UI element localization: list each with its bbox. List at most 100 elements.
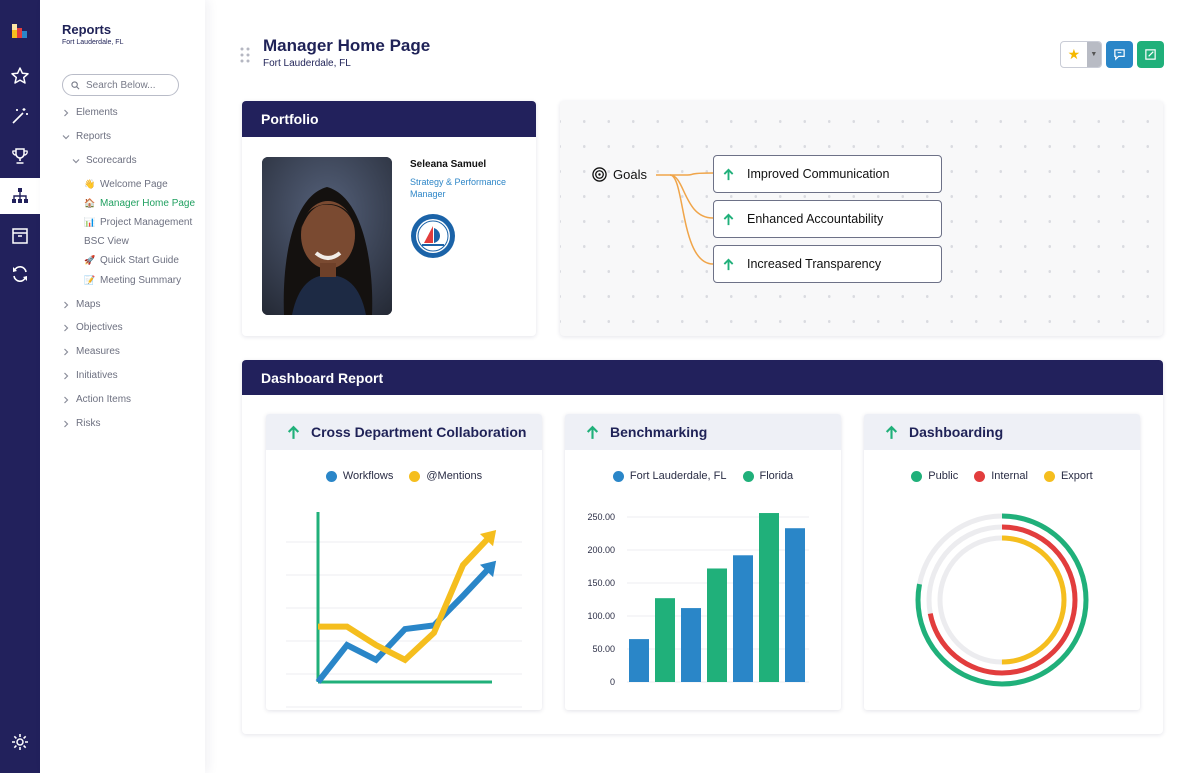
series-line-mentions (318, 532, 495, 664)
favorite-star-button[interactable]: ★ (1067, 46, 1081, 62)
dashboard-report-card: Dashboard Report Cross Department Collab… (242, 360, 1163, 734)
arrow-up-icon (287, 425, 300, 439)
legend-item[interactable]: @Mentions (409, 470, 482, 482)
sidebar-item-risks[interactable]: Risks (62, 418, 100, 429)
sidebar-item-label: Welcome Page (100, 179, 168, 190)
y-tick-label: 150.00 (587, 578, 615, 588)
sidebar-item-label: Elements (76, 107, 118, 118)
drag-handle-icon[interactable] (240, 47, 250, 63)
sidebar-item-manager-home-page[interactable]: 🏠 Manager Home Page (84, 198, 195, 209)
sidebar-item-label: Manager Home Page (100, 198, 196, 209)
page-emoji-icon: 📝 (84, 275, 96, 285)
goal-item[interactable]: Enhanced Accountability (713, 200, 942, 238)
person-role: Strategy & Performance Manager (410, 177, 507, 199)
chevron-right-icon[interactable] (62, 420, 70, 428)
sidebar-item-elements[interactable]: Elements (62, 107, 118, 118)
page-emoji-icon: 🏠 (84, 198, 96, 208)
chevron-right-icon[interactable] (62, 372, 70, 380)
sidebar-item-label: BSC View (84, 236, 129, 247)
y-tick-label: 50.00 (592, 644, 615, 654)
legend-dot (612, 470, 624, 482)
radial-chart (915, 513, 1089, 687)
goal-item[interactable]: Improved Communication (713, 155, 942, 193)
chart-panel-collaboration: Cross Department Collaboration Workflows… (266, 414, 542, 710)
chevron-right-icon[interactable] (62, 109, 70, 117)
sidebar-item-label: Maps (76, 299, 101, 310)
series-line-workflows (315, 563, 495, 684)
chevron-down-icon[interactable] (72, 157, 80, 165)
sidebar-item-label: Action Items (76, 394, 132, 405)
sidebar-item-bsc-view[interactable]: BSC View (84, 236, 129, 247)
sidebar-item-objectives[interactable]: Objectives (62, 322, 123, 333)
chevron-right-icon[interactable] (62, 396, 70, 404)
sidebar-item-meeting-summary[interactable]: 📝 Meeting Summary (84, 275, 181, 286)
sidebar-item-reports[interactable]: Reports (62, 131, 111, 142)
org-chart-icon[interactable] (0, 178, 40, 214)
arrow-up-icon (723, 213, 734, 225)
trophy-icon[interactable] (0, 137, 40, 175)
profile-photo (262, 157, 392, 315)
sidebar-item-action-items[interactable]: Action Items (62, 394, 131, 405)
legend-item[interactable]: Workflows (325, 470, 393, 482)
dashboard-heading: Dashboard Report (242, 360, 1163, 395)
sidebar-item-quick-start-guide[interactable]: 🚀 Quick Start Guide (84, 255, 179, 266)
legend-item[interactable]: Export (1043, 470, 1093, 482)
bar (785, 528, 805, 682)
chart-title: Benchmarking (565, 414, 841, 450)
goal-item[interactable]: Increased Transparency (713, 245, 942, 283)
sidebar-item-scorecards[interactable]: Scorecards (72, 155, 137, 166)
chevron-down-icon[interactable] (62, 133, 70, 141)
page-emoji-icon: 👋 (84, 179, 96, 189)
sidebar-item-initiatives[interactable]: Initiatives (62, 370, 118, 381)
radial-bar-export (937, 535, 1067, 665)
series-arrowhead (479, 560, 497, 578)
sidebar-item-maps[interactable]: Maps (62, 299, 100, 310)
sidebar-item-label: Reports (76, 131, 112, 142)
archive-icon[interactable] (0, 217, 40, 255)
bar (707, 568, 727, 682)
sidebar-item-label: Risks (76, 418, 101, 429)
magic-wand-icon[interactable] (0, 97, 40, 135)
bar (759, 513, 779, 682)
radial-bar-internal (926, 524, 1078, 676)
goals-map-card: Goals Improved Communication Enhanced Ac… (560, 101, 1163, 336)
legend-item[interactable]: Public (911, 470, 958, 482)
edit-button[interactable] (1137, 41, 1164, 68)
sidebar-item-project-management[interactable]: 📊 Project Management (84, 217, 192, 228)
search-input[interactable]: Search Below... (62, 74, 179, 96)
chart-panel-dashboarding: Dashboarding Public Internal Export (864, 414, 1140, 710)
radial-bar-public (915, 513, 1089, 687)
gear-icon[interactable] (0, 723, 40, 761)
line-chart (286, 512, 522, 708)
edit-icon (1145, 49, 1156, 60)
star-icon[interactable] (0, 57, 40, 95)
bar (655, 598, 675, 682)
chevron-right-icon[interactable] (62, 348, 70, 356)
legend-item[interactable]: Fort Lauderdale, FL (612, 470, 727, 482)
legend-item[interactable]: Florida (742, 470, 793, 482)
sidebar-item-measures[interactable]: Measures (62, 346, 120, 357)
favorite-dropdown-chevron-icon[interactable]: ▼ (1086, 42, 1101, 67)
sidebar-item-label: Meeting Summary (100, 275, 182, 286)
favorite-button-group: ★ ▼ (1060, 41, 1102, 68)
bar (681, 608, 701, 682)
sidebar-item-welcome-page[interactable]: 👋 Welcome Page (84, 179, 168, 190)
person-name: Seleana Samuel (410, 159, 487, 170)
arrow-up-icon (885, 425, 898, 439)
chevron-right-icon[interactable] (62, 301, 70, 309)
comment-icon (1114, 49, 1125, 61)
chart-legend: Fort Lauderdale, FL Florida (565, 470, 841, 482)
sync-icon[interactable] (0, 255, 40, 293)
chart-title: Cross Department Collaboration (266, 414, 542, 450)
series-arrowhead (479, 529, 497, 547)
sidebar-subtitle: Fort Lauderdale, FL (62, 39, 124, 46)
chevron-right-icon[interactable] (62, 324, 70, 332)
goals-connector-lines (656, 172, 714, 265)
legend-item[interactable]: Internal (974, 470, 1028, 482)
target-icon (592, 167, 607, 182)
icon-rail (0, 0, 40, 773)
sidebar-item-label: Scorecards (86, 155, 137, 166)
y-tick-label: 250.00 (587, 512, 615, 522)
comments-button[interactable] (1106, 41, 1133, 68)
app-logo-icon[interactable] (0, 12, 40, 50)
